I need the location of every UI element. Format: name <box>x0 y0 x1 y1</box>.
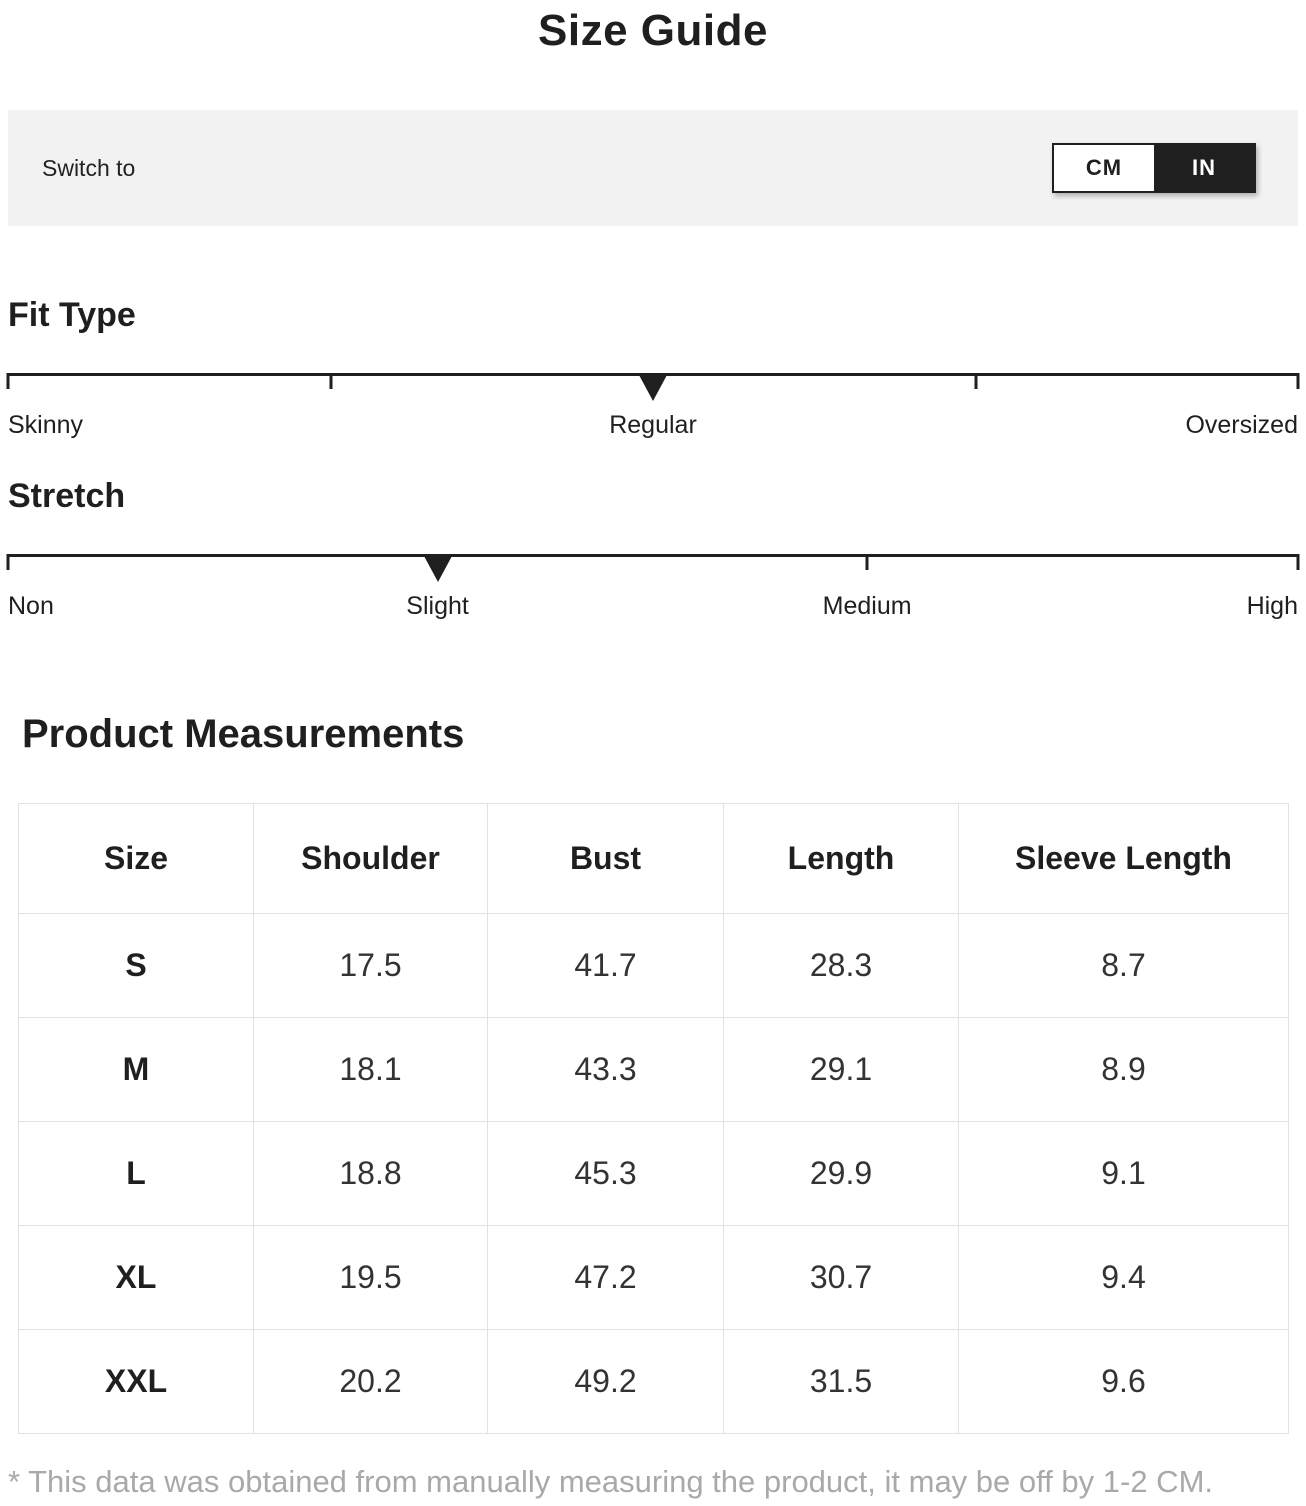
table-row: S 17.5 41.7 28.3 8.7 <box>18 913 1289 1018</box>
table-row: M 18.1 43.3 29.1 8.9 <box>18 1017 1289 1122</box>
scale-label: Slight <box>406 592 469 620</box>
column-header: Bust <box>487 803 724 914</box>
size-cell: XXL <box>18 1329 254 1434</box>
size-cell: XL <box>18 1225 254 1330</box>
stretch-scale <box>6 554 1300 582</box>
table-row: XXL 20.2 49.2 31.5 9.6 <box>18 1329 1289 1434</box>
measurement-cell: 31.5 <box>723 1329 959 1434</box>
size-cell: M <box>18 1017 254 1122</box>
fit-type-scale <box>6 373 1300 401</box>
scale-tick <box>865 554 869 570</box>
measurement-cell: 45.3 <box>487 1121 724 1226</box>
table-body: S 17.5 41.7 28.3 8.7 M 18.1 43.3 29.1 8.9 L 18.8 45.… <box>18 913 1289 1434</box>
slider-marker-icon <box>639 375 667 401</box>
unit-toggle: CM IN <box>1052 143 1256 193</box>
scale-tick <box>6 554 10 570</box>
table-row: L 18.8 45.3 29.9 9.1 <box>18 1121 1289 1226</box>
stretch-section: Stretch Non Slight Medium High <box>6 477 1300 626</box>
scale-label: High <box>1246 592 1298 620</box>
unit-switch-bar: Switch to CM IN <box>8 110 1298 226</box>
measurement-cell: 18.1 <box>253 1017 488 1122</box>
scale-tick <box>329 373 332 389</box>
size-cell: L <box>18 1121 254 1226</box>
column-header: Sleeve Length <box>958 803 1289 914</box>
measurement-cell: 9.6 <box>958 1329 1289 1434</box>
fit-type-scale-labels: Skinny Regular Oversized <box>8 411 1298 445</box>
measurements-table: Size Shoulder Bust Length Sleeve Length S 17.… <box>18 803 1289 1434</box>
measurement-cell: 49.2 <box>487 1329 724 1434</box>
measurement-cell: 41.7 <box>487 913 724 1018</box>
scale-line <box>8 554 1298 557</box>
measurement-cell: 18.8 <box>253 1121 488 1226</box>
scale-label: Oversized <box>1185 411 1298 439</box>
measurement-cell: 43.3 <box>487 1017 724 1122</box>
measurement-cell: 29.1 <box>723 1017 959 1122</box>
switch-to-label: Switch to <box>42 154 136 181</box>
scale-label: Skinny <box>8 411 84 439</box>
scale-label: Regular <box>609 411 697 439</box>
cm-button[interactable]: CM <box>1054 145 1154 191</box>
measurement-cell: 19.5 <box>253 1225 488 1330</box>
column-header: Shoulder <box>253 803 488 914</box>
scale-line <box>8 373 1298 376</box>
column-header: Length <box>723 803 959 914</box>
scale-label: Medium <box>822 592 912 620</box>
fit-type-heading: Fit Type <box>8 296 136 334</box>
scale-label: Non <box>8 592 54 620</box>
stretch-scale-labels: Non Slight Medium High <box>8 592 1298 626</box>
measurement-cell: 8.9 <box>958 1017 1289 1122</box>
scale-tick <box>974 373 977 389</box>
table-row: XL 19.5 47.2 30.7 9.4 <box>18 1225 1289 1330</box>
measurement-cell: 17.5 <box>253 913 488 1018</box>
in-button[interactable]: IN <box>1154 145 1254 191</box>
measurement-cell: 47.2 <box>487 1225 724 1330</box>
measurement-cell: 20.2 <box>253 1329 488 1434</box>
slider-marker-icon <box>423 556 452 582</box>
measurement-cell: 29.9 <box>723 1121 959 1226</box>
table-header-row: Size Shoulder Bust Length Sleeve Length <box>18 803 1289 914</box>
product-measurements-heading: Product Measurements <box>22 712 465 756</box>
column-header: Size <box>18 803 254 914</box>
fit-type-section: Fit Type Skinny Regular Oversized <box>6 296 1300 445</box>
measurement-disclaimer: * This data was obtained from manually m… <box>8 1464 1214 1499</box>
measurement-cell: 9.4 <box>958 1225 1289 1330</box>
measurement-cell: 28.3 <box>723 913 959 1018</box>
scale-tick <box>1296 373 1300 389</box>
size-guide-page: Size Guide Switch to CM IN Fit Type Skin… <box>0 6 1306 1500</box>
stretch-heading: Stretch <box>8 477 126 515</box>
scale-tick <box>1296 554 1300 570</box>
measurement-cell: 8.7 <box>958 913 1289 1018</box>
size-cell: S <box>18 913 254 1018</box>
measurement-cell: 30.7 <box>723 1225 959 1330</box>
scale-tick <box>6 373 10 389</box>
page-title: Size Guide <box>538 6 768 55</box>
measurement-cell: 9.1 <box>958 1121 1289 1226</box>
